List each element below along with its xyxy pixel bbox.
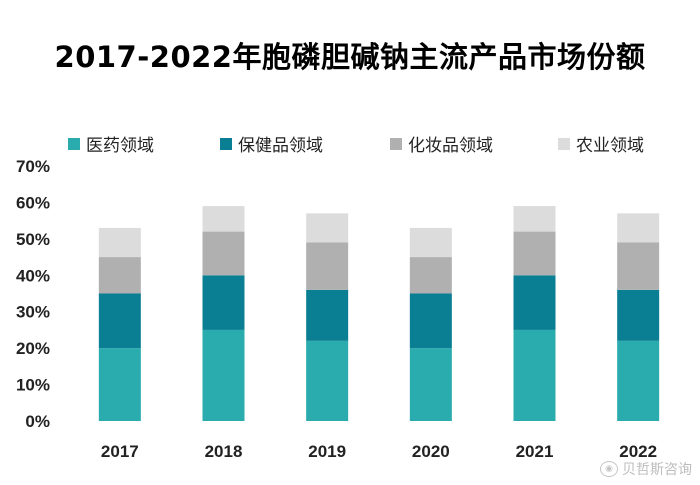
bar-segment [513, 329, 556, 421]
bar-segment [98, 293, 141, 349]
legend-label: 农业领域 [576, 136, 644, 156]
bar-segment [306, 340, 349, 421]
x-tick-label: 2018 [205, 442, 243, 461]
legend: 医药领域 保健品领域 化妆品领域 农业领域 [68, 131, 688, 156]
bar-segment [202, 275, 245, 330]
bar-segment [617, 340, 660, 421]
y-tick-label: 20% [16, 339, 50, 358]
x-tick-label: 2017 [101, 442, 139, 461]
legend-item: 医药领域 [68, 131, 154, 156]
bar-segment [98, 257, 141, 294]
bar-segment [202, 329, 245, 421]
bar-segment [513, 275, 556, 330]
bar-segment [617, 242, 660, 290]
legend-label: 保健品领域 [238, 136, 323, 156]
watermark-text: 贝哲斯咨询 [622, 462, 692, 478]
y-tick-label: 0% [25, 412, 50, 431]
bar-segment [617, 289, 660, 341]
chart-title: 2017-2022年胞磷胆碱钠主流产品市场份额 [54, 40, 646, 74]
legend-item: 农业领域 [558, 131, 644, 156]
legend-label: 化妆品领域 [408, 136, 493, 156]
legend-swatch [68, 137, 80, 150]
bar-segment [98, 348, 141, 421]
bar-segment [409, 348, 452, 421]
weibo-icon: ◉ [600, 461, 618, 477]
bar-segment [513, 206, 556, 232]
x-tick-label: 2022 [619, 442, 657, 461]
bar-segment [202, 206, 245, 232]
bar-segment [409, 257, 452, 294]
bar-segment [409, 227, 452, 258]
bar-segment [617, 213, 660, 243]
y-tick-label: 60% [16, 193, 50, 212]
y-tick-label: 70% [16, 157, 50, 176]
y-tick-label: 40% [16, 266, 50, 285]
bar-segment [306, 242, 349, 290]
x-tick-label: 2020 [412, 442, 450, 461]
y-tick-label: 10% [16, 376, 50, 395]
legend-swatch [390, 137, 402, 150]
legend-item: 化妆品领域 [390, 131, 493, 156]
x-tick-label: 2021 [516, 442, 554, 461]
bar-segment [513, 231, 556, 276]
bar-segment [98, 227, 141, 258]
x-tick-label: 2019 [308, 442, 346, 461]
bar-segment [306, 213, 349, 243]
watermark: ◉ 贝哲斯咨询 [600, 459, 692, 479]
legend-swatch [558, 137, 570, 150]
bar-segment [409, 293, 452, 349]
legend-item: 保健品领域 [220, 131, 323, 156]
bar-segment [306, 289, 349, 341]
legend-label: 医药领域 [86, 136, 154, 156]
y-tick-label: 30% [16, 303, 50, 322]
y-tick-label: 50% [16, 230, 50, 249]
legend-swatch [220, 137, 232, 150]
bar-segment [202, 231, 245, 276]
